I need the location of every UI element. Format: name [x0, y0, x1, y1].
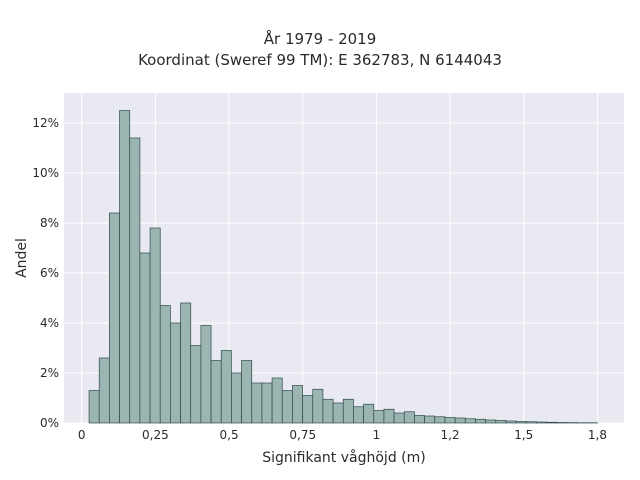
histogram-bar [88, 390, 100, 424]
x-tick-label: 0,25 [142, 428, 169, 442]
x-tick-label: 1,5 [514, 428, 533, 442]
y-axis-label: Andel [14, 238, 30, 278]
y-tick-label: 4% [40, 316, 59, 330]
histogram-bar [414, 415, 425, 424]
histogram-bar [322, 398, 334, 424]
x-tick-label: 1 [373, 428, 381, 442]
histogram-bar [434, 416, 446, 424]
histogram-bar [332, 402, 344, 424]
histogram-bar [363, 403, 375, 424]
chart-title-line-2: Koordinat (Sweref 99 TM): E 362783, N 61… [138, 51, 502, 69]
histogram-bar [464, 418, 476, 424]
histogram-bar [149, 227, 161, 424]
histogram-bar [525, 421, 537, 424]
x-tick-label: 1,2 [441, 428, 460, 442]
x-tick-label: 0 [78, 428, 86, 442]
histogram-bar [119, 110, 131, 424]
chart-title-line-1: År 1979 - 2019 [263, 30, 377, 48]
grid-lines [64, 93, 624, 424]
histogram-bar [200, 325, 212, 424]
y-tick-label: 2% [40, 366, 59, 380]
histogram-bar [220, 350, 232, 424]
histogram-bar [475, 418, 486, 424]
histogram-bar [129, 137, 141, 424]
histogram-bar [454, 417, 466, 424]
x-axis-label: Signifikant våghöjd (m) [262, 449, 425, 466]
y-tick-label: 0% [40, 416, 59, 430]
y-tick-label: 12% [32, 116, 59, 130]
histogram-bar [403, 411, 415, 424]
histogram-bar [383, 408, 395, 424]
histogram-bar [180, 302, 192, 424]
histogram-bar [515, 421, 527, 424]
histogram-bar [353, 406, 364, 424]
histogram-bar [342, 398, 354, 424]
histogram-bar [292, 385, 303, 424]
histogram-bar [495, 420, 507, 424]
histogram-bar [505, 420, 517, 424]
histogram-bar [271, 377, 283, 424]
histogram-bar [281, 390, 293, 424]
bars [88, 110, 598, 424]
histogram-bar [190, 345, 202, 424]
histogram-bar [393, 412, 405, 424]
histogram-bar [302, 395, 314, 424]
histogram-bar [98, 357, 110, 424]
histogram-bar [159, 305, 171, 424]
x-tick-label: 0,5 [220, 428, 239, 442]
y-tick-label: 8% [40, 216, 59, 230]
histogram-bar [444, 417, 456, 424]
histogram-bar [241, 360, 253, 424]
histogram-bar [210, 360, 222, 424]
histogram-bar [546, 421, 558, 424]
histogram-bar [373, 410, 385, 424]
y-tick-label: 10% [32, 166, 59, 180]
x-tick-label: 0,75 [289, 428, 316, 442]
histogram-bar [170, 322, 181, 424]
histogram-bar [231, 372, 242, 424]
x-tick-label: 1,8 [588, 428, 607, 442]
histogram-bar [139, 252, 151, 424]
histogram-bar [251, 382, 263, 424]
histogram-bar [261, 382, 273, 424]
histogram-bar [556, 422, 568, 424]
y-tick-label: 6% [40, 266, 59, 280]
histogram-bar [536, 421, 547, 424]
histogram-bar [109, 212, 120, 424]
histogram-bar [312, 388, 324, 424]
histogram-bar [485, 419, 497, 424]
tick-labels: 0% 2% 4% 6% 8% 10% 12% 0 0,25 0,5 0,75 1 1,2 1,5 1,8 [32, 116, 607, 442]
histogram-bar [424, 415, 436, 424]
